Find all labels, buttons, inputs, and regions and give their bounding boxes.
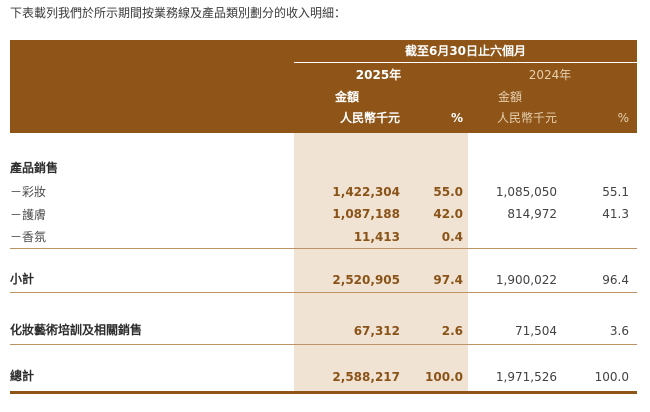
row-label: －護膚 [10,207,47,222]
amount-2024: 1,900,022 [495,273,557,287]
row-label: 產品銷售 [10,161,59,175]
row-label: －彩妝 [10,185,47,199]
amount-2024: 1,085,050 [495,184,557,199]
pct-2024: 96.4 [602,273,629,287]
table-row-makeup-training: 化妝藝術培訓及相關銷售 67,312 2.6 71,504 3.6 [10,293,637,345]
table-header: 截至6月30日止六個月 2025年 2024年 金額 金額 人民幣千元 % 人民… [10,40,637,133]
year-2024-header: 2024年 [528,67,572,82]
pct-2025: 42.0 [433,207,463,221]
revenue-breakdown-table: 截至6月30日止六個月 2025年 2024年 金額 金額 人民幣千元 % 人民… [10,40,637,394]
header-spacer [10,40,294,63]
amount-label-2025: 金額 [334,89,359,104]
row-label: 小計 [10,272,35,286]
pct-2025: 0.4 [441,229,463,244]
pct-2025: 2.6 [441,324,463,338]
amount-2025: 1,087,188 [332,207,400,221]
row-label: 總計 [10,369,35,383]
amount-2024: 71,504 [515,324,557,338]
highlight-band-2025 [294,133,468,394]
amount-2024: 1,971,526 [495,370,557,384]
pct-2024: 100.0 [594,370,629,384]
pct-label-2025: % [450,110,463,125]
amount-2025: 11,413 [353,229,400,244]
row-label: －香氛 [10,230,47,244]
amount-2025: 2,520,905 [332,273,400,287]
table-row-fragrance: －香氛 11,413 0.4 [10,225,637,249]
pct-2025: 100.0 [425,370,463,384]
table-row-product-sales: 產品銷售 [10,155,637,180]
pct-2025: 55.0 [433,184,463,199]
pct-label-2024: % [617,110,629,125]
table-body: 產品銷售 －彩妝 1,422,304 55.0 1,085,050 55.1 －… [10,133,637,394]
table-row-skincare: －護膚 1,087,188 42.0 814,972 41.3 [10,203,637,225]
period-header: 截至6月30日止六個月 [294,40,637,63]
table-row-color-cosmetics: －彩妝 1,422,304 55.0 1,085,050 55.1 [10,180,637,203]
amount-2025: 67,312 [353,324,400,338]
body-spacer [10,133,637,155]
year-2025-header: 2025年 [355,67,402,82]
unit-label-2024: 人民幣千元 [496,111,557,125]
pct-2025: 97.4 [433,273,463,287]
amount-2025: 1,422,304 [332,184,400,199]
row-label: 化妝藝術培訓及相關銷售 [10,323,143,337]
unit-label-2025: 人民幣千元 [339,111,400,125]
pct-2024: 3.6 [609,324,629,338]
amount-2024: 814,972 [507,207,557,221]
table-row-total: 總計 2,588,217 100.0 1,971,526 100.0 [10,345,637,394]
amount-label-2024: 金額 [497,89,522,104]
table-row-subtotal: 小計 2,520,905 97.4 1,900,022 96.4 [10,249,637,293]
pct-2024: 55.1 [602,184,629,199]
pct-2024: 41.3 [602,207,629,221]
intro-text: 下表載列我們於所示期間按業務線及產品類別劃分的收入明細： [10,6,347,20]
amount-2025: 2,588,217 [332,370,400,384]
